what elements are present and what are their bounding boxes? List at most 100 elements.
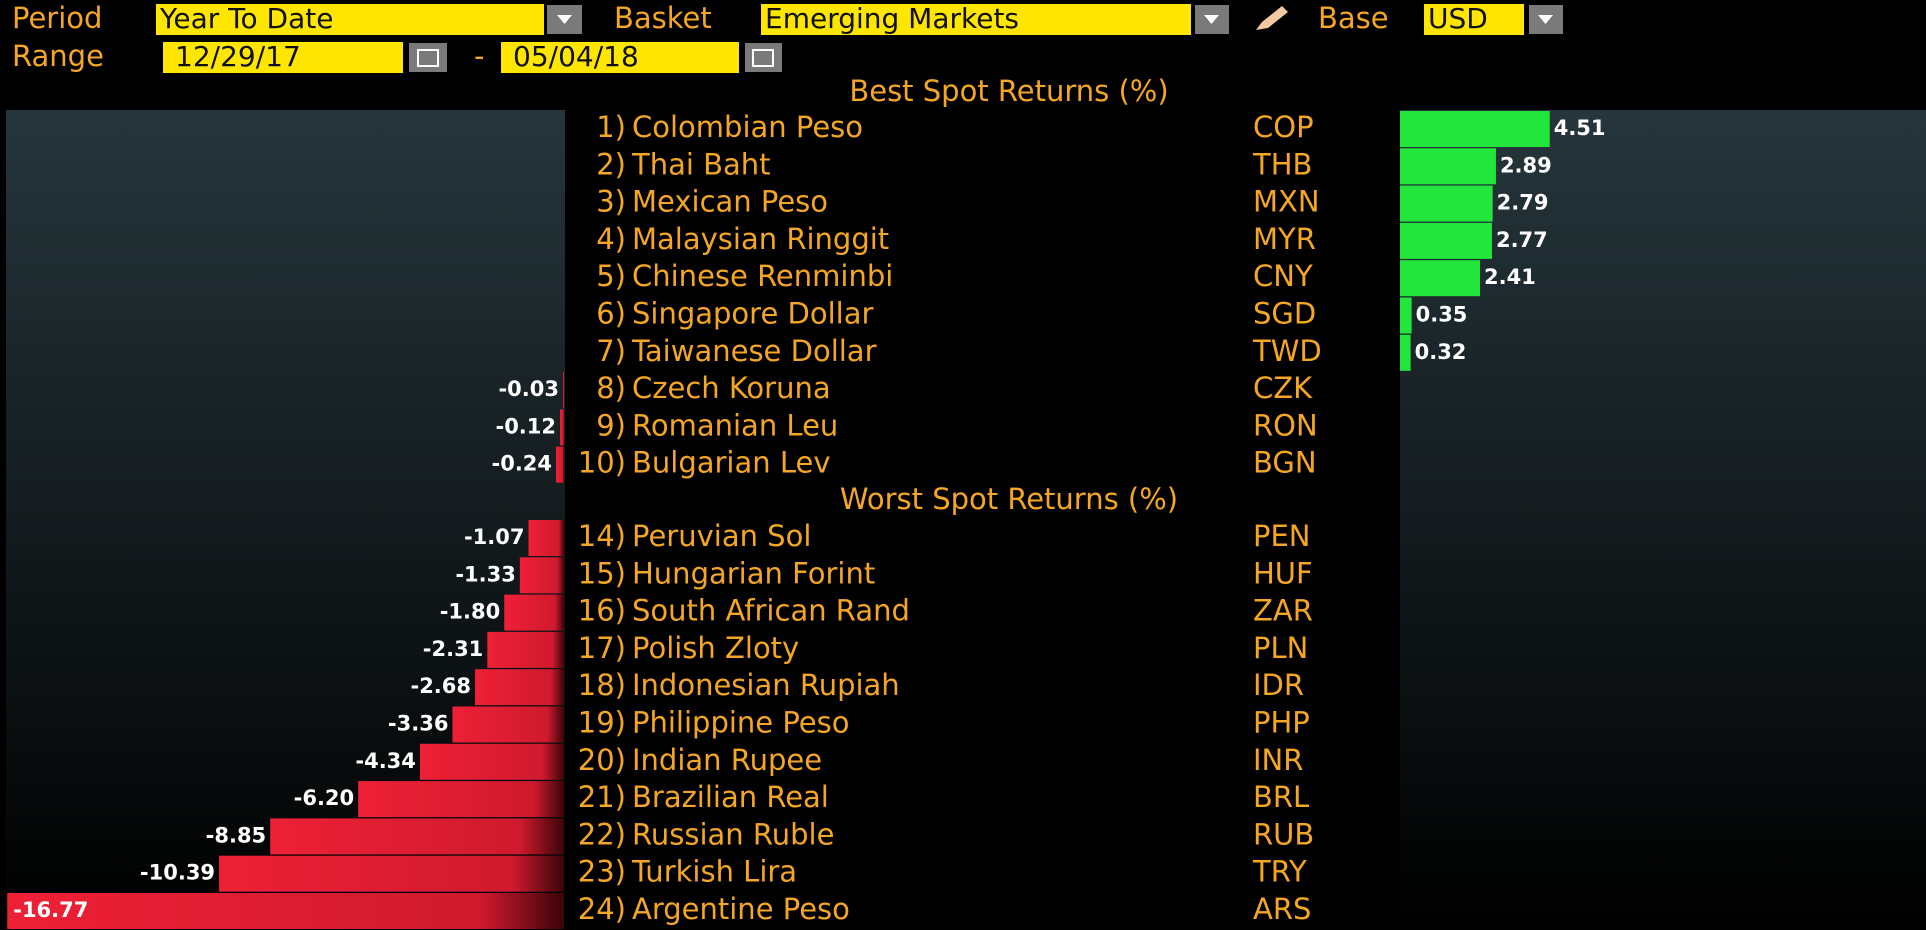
currency-name: Thai Baht [631,147,771,181]
value-label: -1.07 [464,525,525,549]
value-label: -0.24 [492,452,553,476]
rank: 7) [596,334,626,368]
basket-dropdown[interactable] [761,4,1191,35]
start-date[interactable]: 12/29/17 [175,40,301,73]
currency-name: Romanian Leu [632,408,838,442]
currency-code: THB [1252,147,1312,181]
currency-code: TRY [1252,855,1307,889]
rank: 6) [596,297,626,331]
rank: 22) [578,817,626,851]
currency-name: Taiwanese Dollar [631,334,877,368]
currency-code: RON [1253,408,1318,442]
currency-name: Malaysian Ringgit [632,222,889,256]
rank: 23) [578,855,626,889]
currency-name: Turkish Lira [631,855,797,889]
currency-code: PEN [1253,519,1311,553]
currency-code: PHP [1253,706,1310,740]
value-label: -0.12 [495,414,556,438]
bar [528,520,564,556]
currency-name: Russian Ruble [632,817,834,851]
value-label: 0.35 [1416,303,1468,327]
basket-value[interactable]: Emerging Markets [765,2,1019,35]
period-value[interactable]: Year To Date [159,2,333,35]
currency-name: Indonesian Rupiah [632,668,900,702]
value-label: 0.32 [1415,340,1467,364]
value-label: -10.39 [140,861,215,885]
rank: 14) [578,519,626,553]
range-label: Range [12,39,104,73]
bar [1400,222,1492,259]
bar [1400,260,1481,297]
arrow-icon [1538,15,1553,24]
value-label: -2.68 [410,674,471,698]
base-value[interactable]: USD [1428,2,1488,35]
rank: 17) [578,631,626,665]
currency-code: BRL [1253,780,1309,814]
edit-icon[interactable] [1256,6,1288,30]
bar [1400,297,1412,334]
value-label: -2.31 [423,637,484,661]
value-label: 2.77 [1496,228,1548,252]
currency-name: Indian Rupee [632,743,822,777]
rank: 1) [596,110,626,144]
currency-code: SGD [1253,297,1316,331]
currency-name: Polish Zloty [632,631,799,665]
currency-code: ZAR [1253,594,1313,628]
arrow-icon [557,15,572,24]
bar [519,557,564,594]
bar [487,631,564,668]
currency-code: CNY [1253,259,1313,293]
currency-name: Argentine Peso [632,892,850,926]
bar [556,446,564,483]
currency-code: TWD [1252,334,1322,368]
value-label: 2.89 [1500,153,1552,177]
currency-name: Bulgarian Lev [632,446,831,480]
currency-code: INR [1253,743,1303,777]
bar [452,706,564,743]
bar [1400,185,1493,222]
currency-code: IDR [1253,668,1304,702]
value-label: 2.41 [1484,265,1536,289]
calendar-icon [417,49,439,67]
rank: 15) [578,556,626,590]
end-date-field[interactable] [501,42,739,73]
bar [1400,148,1496,185]
currency-name: Mexican Peso [632,185,828,219]
base-dropdown[interactable] [1424,4,1524,35]
currency-name: Singapore Dollar [632,297,873,331]
range-separator: - [474,39,484,73]
start-date-field[interactable] [163,42,403,73]
bar [419,743,564,780]
calendar-button[interactable] [409,43,447,72]
rank: 16) [578,594,626,628]
value-label: -8.85 [206,823,267,847]
bar [358,781,564,818]
currency-name: Peruvian Sol [632,519,811,553]
value-label: -1.80 [440,600,501,624]
bar [7,893,564,929]
period-dropdown[interactable] [156,4,544,35]
bar [1400,334,1411,371]
value-label: 2.79 [1497,191,1549,215]
arrow-icon [1204,15,1219,24]
currency-name: Brazilian Real [632,780,829,814]
base-label: Base [1318,1,1389,35]
currency-code: MYR [1253,222,1316,256]
section-title: Worst Spot Returns (%) [840,482,1178,516]
currency-code: RUB [1253,817,1314,851]
currency-code: PLN [1253,631,1308,665]
rank: 3) [596,185,626,219]
bar [563,372,564,409]
end-date[interactable]: 05/04/18 [513,40,639,73]
bar [270,818,564,855]
rank: 2) [596,147,626,181]
currency-code: CZK [1253,371,1313,405]
rank: 10) [578,446,626,480]
value-label: -6.20 [294,786,355,810]
bar [1400,111,1550,147]
rank: 24) [578,892,626,926]
basket-label: Basket [614,1,712,35]
calendar-button[interactable] [745,43,782,72]
section-title: Best Spot Returns (%) [849,74,1168,108]
